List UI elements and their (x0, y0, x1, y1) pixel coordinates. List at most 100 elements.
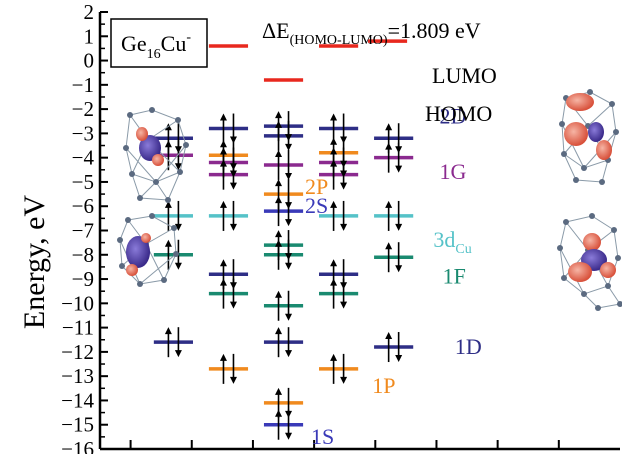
spin-up-arrowhead (219, 140, 227, 148)
spin-up-arrowhead (275, 120, 283, 128)
y-tick-label: 2 (84, 0, 95, 24)
y-tick-label: −7 (72, 219, 94, 243)
spin-down-arrowhead (395, 223, 403, 231)
ticks: 210−1−2−3−4−5−6−7−8−9−10−11−12−13−14−15−… (61, 0, 560, 454)
spin-down-arrowhead (229, 223, 237, 231)
gap-sub: (HOMO-LUMO) (290, 33, 388, 48)
y-tick-label: −10 (61, 291, 94, 315)
spin-down-arrowhead (174, 262, 182, 270)
spin-down-arrowhead (285, 350, 293, 358)
lumo-label: LUMO (432, 63, 497, 88)
gap-prefix: ΔE (262, 18, 290, 43)
cluster-orbital-image-2 (117, 213, 179, 287)
y-tick-label: −11 (62, 316, 94, 340)
spin-down-arrowhead (174, 223, 182, 231)
y-tick-label: −8 (72, 243, 94, 267)
y-tick-label: −5 (72, 170, 94, 194)
spin-down-arrowhead (285, 262, 293, 270)
spin-up-arrowhead (385, 332, 393, 340)
spin-down-arrowhead (340, 301, 348, 309)
cluster-label: Ge16Cu- (121, 30, 191, 62)
spin-down-arrowhead (395, 265, 403, 273)
spin-up-arrowhead (330, 147, 338, 155)
spin-up-arrowhead (330, 200, 338, 208)
spin-down-arrowhead (285, 202, 293, 210)
spin-up-arrowhead (275, 387, 283, 395)
spin-down-arrowhead (229, 136, 237, 144)
spin-down-arrowhead (285, 410, 293, 418)
spin-up-arrowhead (275, 239, 283, 247)
spin-down-arrowhead (340, 182, 348, 190)
cluster-base: Ge (121, 31, 147, 56)
shell-label: 2S (305, 193, 328, 218)
spin-up-arrowhead (164, 239, 172, 247)
spin-down-arrowhead (340, 170, 348, 178)
spin-up-arrowhead (164, 140, 172, 148)
shell-label: 1S (311, 424, 334, 449)
spin-up-arrowhead (219, 353, 227, 361)
y-tick-label: 1 (84, 24, 95, 48)
spin-up-arrowhead (385, 123, 393, 131)
shell-label: 1D (455, 334, 482, 359)
spin-down-arrowhead (395, 355, 403, 363)
spin-up-arrowhead (275, 149, 283, 157)
shell-label: 1P (372, 373, 395, 398)
homo-label: HOMO (425, 101, 492, 126)
y-tick-label: −6 (72, 194, 94, 218)
spin-down-arrowhead (285, 172, 293, 180)
axes (98, 12, 620, 451)
y-axis-label: Energy, eV (18, 195, 51, 329)
spin-up-arrowhead (219, 113, 227, 121)
spin-up-arrowhead (275, 111, 283, 119)
spin-down-arrowhead (229, 170, 237, 178)
spin-down-arrowhead (174, 350, 182, 358)
y-tick-label: −14 (61, 388, 94, 412)
spin-up-arrowhead (164, 200, 172, 208)
spin-up-arrowhead (385, 200, 393, 208)
y-tick-label: −3 (72, 121, 94, 145)
spin-down-arrowhead (229, 182, 237, 190)
spin-down-arrowhead (395, 165, 403, 173)
cluster-label-box (110, 18, 208, 68)
shell-label: 2D (440, 103, 467, 128)
spin-down-arrowhead (340, 376, 348, 384)
y-tick-label: −4 (72, 146, 95, 170)
shell-label: 3dCu (433, 227, 471, 257)
shell-label: 1G (440, 159, 467, 184)
spin-down-arrowhead (285, 143, 293, 151)
cluster-mid: Cu (161, 31, 187, 56)
shell-label: 1F (443, 264, 466, 289)
shell-label: 2P (305, 174, 328, 199)
spin-up-arrowhead (385, 142, 393, 150)
spin-up-arrowhead (330, 259, 338, 267)
cluster-orbital-image-4 (557, 213, 622, 311)
y-tick-label: −1 (72, 73, 94, 97)
spin-up-arrowhead (275, 327, 283, 335)
cluster-orbital-image-3 (559, 89, 619, 185)
energy-levels (147, 39, 414, 427)
spin-up-arrowhead (219, 200, 227, 208)
spin-down-arrowhead (229, 376, 237, 384)
spin-up-arrowhead (330, 113, 338, 121)
y-tick-label: −16 (61, 437, 94, 454)
gap-suffix: =1.809 eV (388, 18, 481, 43)
spin-up-arrowhead (330, 278, 338, 286)
spin-down-arrowhead (340, 136, 348, 144)
y-tick-label: −13 (61, 364, 94, 388)
spin-up-arrowhead (330, 353, 338, 361)
spin-down-arrowhead (229, 301, 237, 309)
spin-down-arrowhead (285, 219, 293, 227)
spin-up-arrowhead (385, 242, 393, 250)
y-tick-label: −12 (61, 340, 94, 364)
cluster-orbital-image-1 (123, 107, 189, 203)
spin-up-arrowhead (219, 147, 227, 155)
cluster-sup: - (186, 30, 191, 45)
cluster-sub: 16 (147, 47, 161, 62)
spin-down-arrowhead (285, 432, 293, 440)
spin-up-arrowhead (164, 327, 172, 335)
spin-up-arrowhead (275, 179, 283, 187)
spin-up-arrowhead (275, 290, 283, 298)
spin-down-arrowhead (174, 163, 182, 171)
